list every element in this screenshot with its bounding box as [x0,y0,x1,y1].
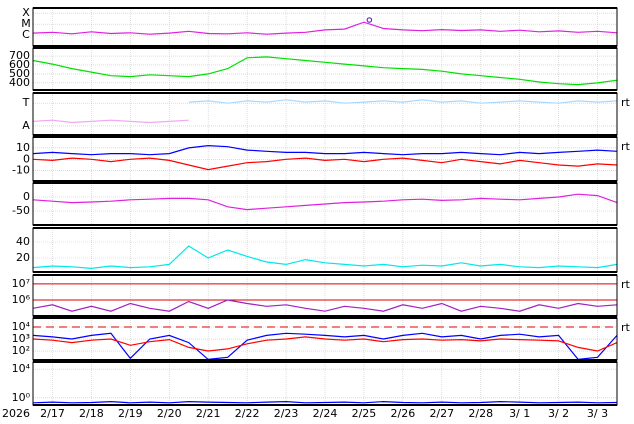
x-tick-label: 3/ 3 [587,407,608,420]
y-tick-label: 0 [23,152,30,165]
peak-marker [366,17,373,23]
panel-note: rt [621,140,631,153]
panel-note: rt [621,96,631,109]
y-tick-label: 10² [12,344,30,357]
panel-note: rt [621,278,631,291]
series-line [32,144,618,156]
x-tick-label: 2/21 [196,407,221,420]
y-tick-label: 40 [16,235,30,248]
x-tick-label: 2/24 [313,407,338,420]
y-tick-label: 600 [9,58,30,71]
x-tick-label: 2/17 [40,407,65,420]
y-tick-label: 20 [16,251,30,264]
y-tick-label: 10 [16,141,30,154]
series-line [32,299,618,312]
x-tick-label: 2/22 [235,407,260,420]
y-tick-label: T [22,96,30,109]
x-tick-label: 2/27 [429,407,454,420]
y-tick-label: 10⁴ [12,362,31,375]
y-tick-label: M [21,17,31,30]
series-line [32,400,618,404]
y-tick-label: 10⁷ [12,277,30,290]
y-tick-label: 500 [9,67,30,80]
y-tick-label: C [22,28,30,41]
x-tick-label: 2/23 [274,407,299,420]
series-line [32,119,189,124]
x-tick-label: 2/19 [118,407,143,420]
x-tick-label: 2/20 [157,407,182,420]
y-tick-label: 700 [9,49,30,62]
x-tick-label: 2/26 [391,407,416,420]
y-tick-label: 10³ [12,332,30,345]
x-tick-label: 2/28 [468,407,493,420]
x-tick-label: 2/18 [79,407,104,420]
x-tick-label: 3/ 1 [509,407,530,420]
series-line [32,332,618,361]
series-line [32,56,618,86]
y-tick-label: 400 [9,76,30,89]
y-tick-label: -10 [12,164,30,177]
series-line [188,99,618,104]
y-tick-label: 10⁶ [12,293,31,306]
series-line [32,245,618,270]
panel-note: rt [621,321,631,334]
x-tick-label: 3/ 2 [548,407,569,420]
y-tick-label: 0 [23,190,30,203]
series-line [32,193,618,211]
series-line [32,157,618,171]
y-tick-label: X [22,6,30,19]
y-tick-label: 10⁰ [12,391,31,404]
series-line [32,336,618,352]
y-tick-label: 10⁴ [12,320,31,333]
series-line [32,21,618,35]
y-tick-label: -50 [12,204,30,217]
year-label: 2026 [2,407,30,420]
x-tick-label: 2/25 [352,407,377,420]
y-tick-label: A [22,119,30,132]
